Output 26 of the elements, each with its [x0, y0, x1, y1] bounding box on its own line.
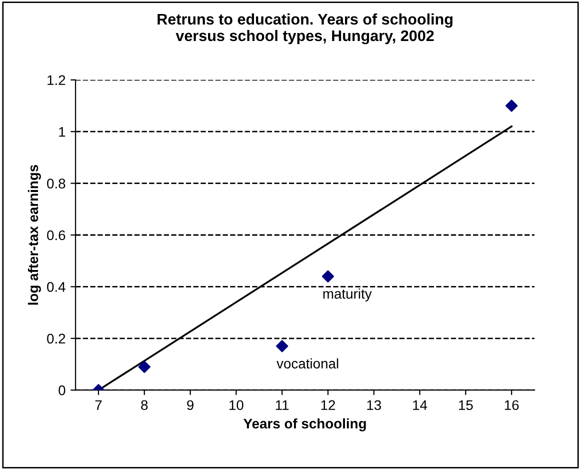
point — [138, 360, 150, 373]
x-tick-label: 15 — [459, 400, 473, 410]
point — [276, 340, 288, 352]
chart-title: Retruns to education. Years of schooling versus school types, Hungary, 2002 — [158, 13, 452, 44]
y-axis-title: log after-tax earnings — [28, 164, 41, 305]
y-tick-label: 1 — [59, 127, 66, 137]
x-tick-label: 11 — [276, 400, 289, 410]
x-axis-title: Years of schooling — [244, 418, 366, 432]
x-tick-label: 7 — [95, 400, 102, 410]
y-tick-label: 0 — [58, 385, 66, 396]
x-tick-label: 14 — [413, 400, 428, 410]
annotation: maturity — [323, 288, 372, 302]
x-tick-label: 9 — [187, 400, 194, 410]
y-tick-label: 0.2 — [47, 334, 66, 344]
x-tick-label: 10 — [230, 400, 244, 410]
x-tick-label: 13 — [367, 400, 381, 410]
y-tick-label: 0.4 — [47, 282, 66, 292]
y-tick-label: 0.6 — [47, 230, 66, 240]
point — [505, 100, 518, 112]
x-tick-label: 8 — [141, 400, 148, 410]
x-tick-label: 16 — [504, 400, 519, 410]
y-tick-label: 1.2 — [48, 75, 66, 85]
point — [322, 270, 334, 282]
y-tick-label: 0.8 — [47, 178, 66, 188]
x-tick-label: 12 — [321, 400, 335, 410]
annotation: vocational — [276, 358, 338, 369]
